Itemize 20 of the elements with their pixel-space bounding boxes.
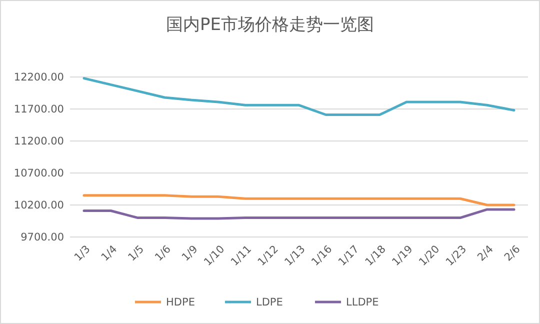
y-tick-label: 12200.00 — [14, 72, 64, 84]
legend-label: LLDPE — [346, 296, 379, 309]
line-series — [82, 77, 516, 116]
x-tick-label: 1/5 — [126, 243, 146, 264]
y-tick-label: 10700.00 — [14, 168, 64, 180]
chart-title: 国内PE市场价格走势一览图 — [166, 15, 374, 35]
y-tick-label: 11200.00 — [14, 136, 64, 148]
legend-label: HDPE — [166, 296, 195, 309]
y-tick-label: 10200.00 — [14, 200, 64, 212]
line-series — [82, 194, 516, 206]
line-series — [82, 208, 516, 220]
y-tick-label: 9700.00 — [20, 232, 64, 244]
x-tick-label: 1/9 — [180, 243, 200, 264]
x-tick-label: 1/6 — [152, 243, 174, 264]
x-tick-label: 2/4 — [475, 243, 496, 264]
y-tick-label: 11700.00 — [14, 104, 64, 116]
x-tick-label: 2/6 — [502, 243, 523, 264]
x-tick-label: 1/3 — [72, 243, 93, 264]
x-tick-label: 1/4 — [99, 243, 120, 264]
legend-label: LDPE — [256, 296, 283, 309]
